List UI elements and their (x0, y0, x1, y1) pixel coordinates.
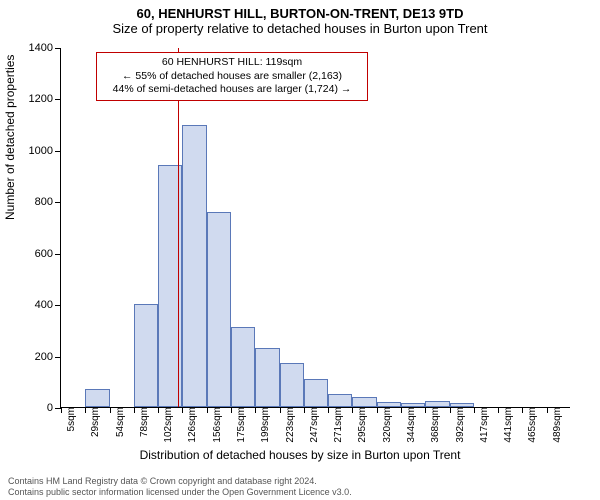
property-marker-line (178, 48, 179, 407)
x-tick (61, 407, 62, 413)
title-subtitle: Size of property relative to detached ho… (0, 21, 600, 40)
y-tick-label: 600 (35, 248, 61, 260)
x-tick (522, 407, 523, 413)
x-tick (352, 407, 353, 413)
x-tick (110, 407, 111, 413)
x-tick (474, 407, 475, 413)
x-tick-label: 223sqm (283, 407, 296, 443)
footer-line-1: Contains HM Land Registry data © Crown c… (8, 476, 352, 487)
x-tick (401, 407, 402, 413)
x-tick-label: 126sqm (185, 407, 198, 443)
x-tick (328, 407, 329, 413)
y-tick-label: 400 (35, 299, 61, 311)
x-tick-label: 54sqm (113, 407, 126, 437)
x-tick-label: 344sqm (404, 407, 417, 443)
histogram-bar (352, 397, 376, 407)
title-address: 60, HENHURST HILL, BURTON-ON-TRENT, DE13… (0, 0, 600, 21)
x-tick-label: 295sqm (355, 407, 368, 443)
x-tick-label: 247sqm (307, 407, 320, 443)
callout-line-3: 44% of semi-detached houses are larger (… (103, 83, 361, 97)
histogram-bar (255, 348, 279, 407)
x-tick-label: 102sqm (161, 407, 174, 443)
x-tick-label: 271sqm (331, 407, 344, 443)
histogram-bar (328, 394, 352, 407)
plot-area: 02004006008001000120014005sqm29sqm54sqm7… (60, 48, 570, 408)
callout-line-2: ← 55% of detached houses are smaller (2,… (103, 70, 361, 84)
x-tick (255, 407, 256, 413)
histogram-bar (182, 125, 206, 407)
footer-attribution: Contains HM Land Registry data © Crown c… (8, 476, 352, 498)
x-tick-label: 441sqm (501, 407, 514, 443)
x-tick-label: 368sqm (428, 407, 441, 443)
x-tick-label: 489sqm (550, 407, 563, 443)
x-tick (231, 407, 232, 413)
x-tick-label: 417sqm (477, 407, 490, 443)
x-tick (207, 407, 208, 413)
y-tick-label: 1200 (29, 93, 61, 105)
x-tick (85, 407, 86, 413)
x-tick (134, 407, 135, 413)
x-tick (304, 407, 305, 413)
x-tick-label: 465sqm (525, 407, 538, 443)
histogram-bar (231, 327, 255, 407)
callout-line-1: 60 HENHURST HILL: 119sqm (103, 56, 361, 70)
x-axis-label: Distribution of detached houses by size … (0, 448, 600, 462)
histogram-bar (280, 363, 304, 407)
x-tick-label: 156sqm (210, 407, 223, 443)
x-tick-label: 5sqm (64, 407, 77, 431)
histogram-bar (134, 304, 158, 407)
histogram-bar (304, 379, 328, 407)
footer-line-2: Contains public sector information licen… (8, 487, 352, 498)
x-tick (425, 407, 426, 413)
x-tick-label: 29sqm (88, 407, 101, 437)
y-tick-label: 0 (47, 402, 61, 414)
y-axis-label: Number of detached properties (3, 55, 17, 220)
y-tick-label: 1400 (29, 42, 61, 54)
x-tick-label: 175sqm (234, 407, 247, 443)
x-tick (450, 407, 451, 413)
y-tick-label: 1000 (29, 145, 61, 157)
x-tick-label: 392sqm (453, 407, 466, 443)
x-tick (498, 407, 499, 413)
x-tick (547, 407, 548, 413)
x-tick (280, 407, 281, 413)
histogram-bar (207, 212, 231, 407)
callout-box: 60 HENHURST HILL: 119sqm ← 55% of detach… (96, 52, 368, 101)
y-tick-label: 200 (35, 351, 61, 363)
x-tick-label: 199sqm (258, 407, 271, 443)
x-tick (158, 407, 159, 413)
x-tick (182, 407, 183, 413)
histogram-bar (85, 389, 109, 407)
chart: 02004006008001000120014005sqm29sqm54sqm7… (60, 48, 570, 408)
x-tick (377, 407, 378, 413)
x-tick-label: 320sqm (380, 407, 393, 443)
x-tick-label: 78sqm (137, 407, 150, 437)
y-tick-label: 800 (35, 196, 61, 208)
